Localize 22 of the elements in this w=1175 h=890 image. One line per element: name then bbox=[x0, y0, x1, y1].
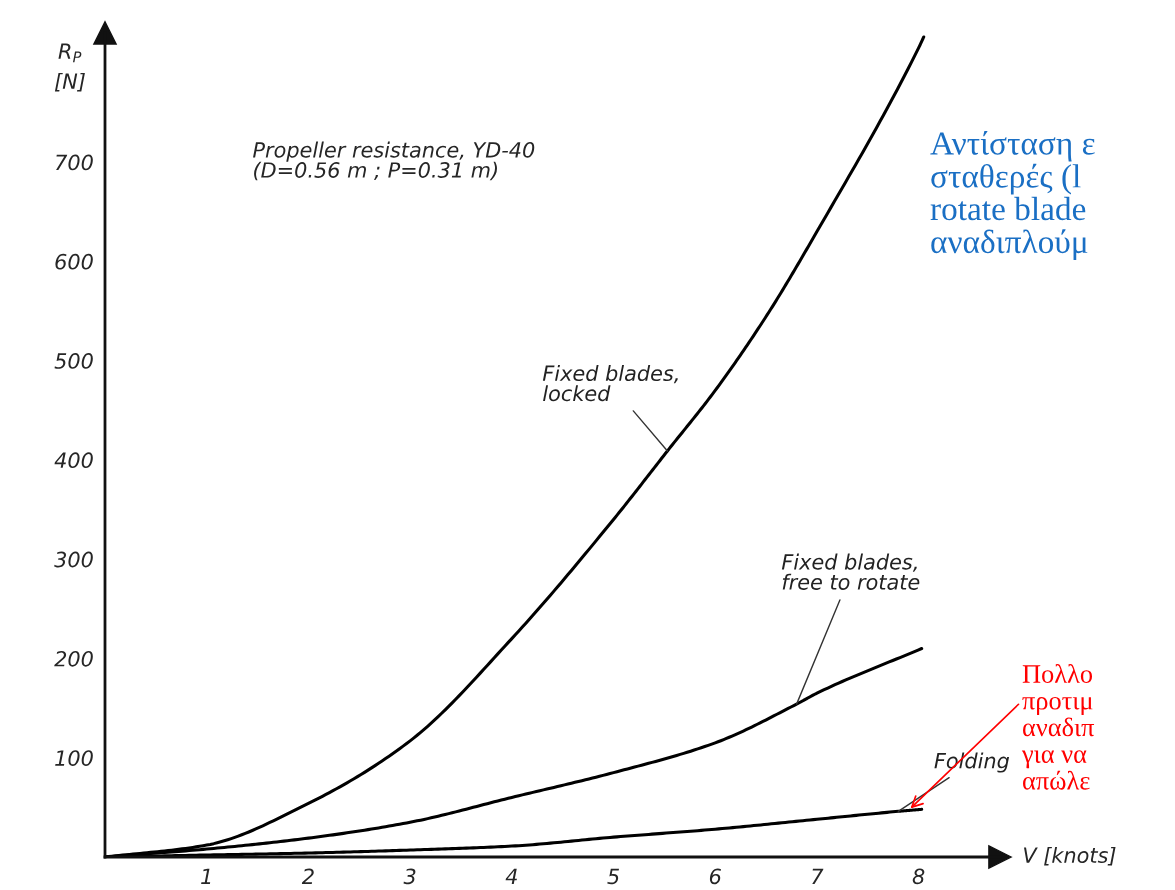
y-tick-label: 700 bbox=[56, 154, 93, 171]
x-tick-label: 8 bbox=[912, 868, 925, 885]
x-tick-label: 7 bbox=[812, 868, 824, 884]
y-axis-title: R$_{P}$ [N] bbox=[54, 43, 85, 92]
y-tick-label: 600 bbox=[55, 253, 93, 270]
x-tick-label: 6 bbox=[709, 868, 721, 885]
x-tick-label: 3 bbox=[403, 868, 416, 885]
y-tick-label: 400 bbox=[54, 452, 93, 469]
y-tick-label: 300 bbox=[54, 551, 93, 568]
x-tick-label: 4 bbox=[505, 868, 517, 884]
x-tick-label: 2 bbox=[301, 868, 314, 884]
text: Propeller resistance, YD-40 (D=0.56 m ; P=0.31 m) bbox=[253, 141, 535, 181]
x-tick-label: 1 bbox=[201, 868, 211, 884]
annotation: Πολλο προτιμ αναδιπ για να απώλε bbox=[1021, 664, 1095, 790]
series-label: Fixed blades, locked bbox=[542, 364, 678, 402]
annotation: Αντίσταση ε σταθερές (l rotate blade αναδιπλούμ bbox=[930, 130, 1095, 260]
y-tick-label: 200 bbox=[54, 650, 93, 667]
y-tick-label: 100 bbox=[55, 750, 93, 766]
y-tick-label: 500 bbox=[54, 353, 93, 369]
x-axis-title: V [knots] bbox=[1024, 846, 1116, 866]
text: Fixed blades, free to rotate bbox=[781, 553, 920, 590]
x-tick-label: 5 bbox=[607, 868, 619, 885]
